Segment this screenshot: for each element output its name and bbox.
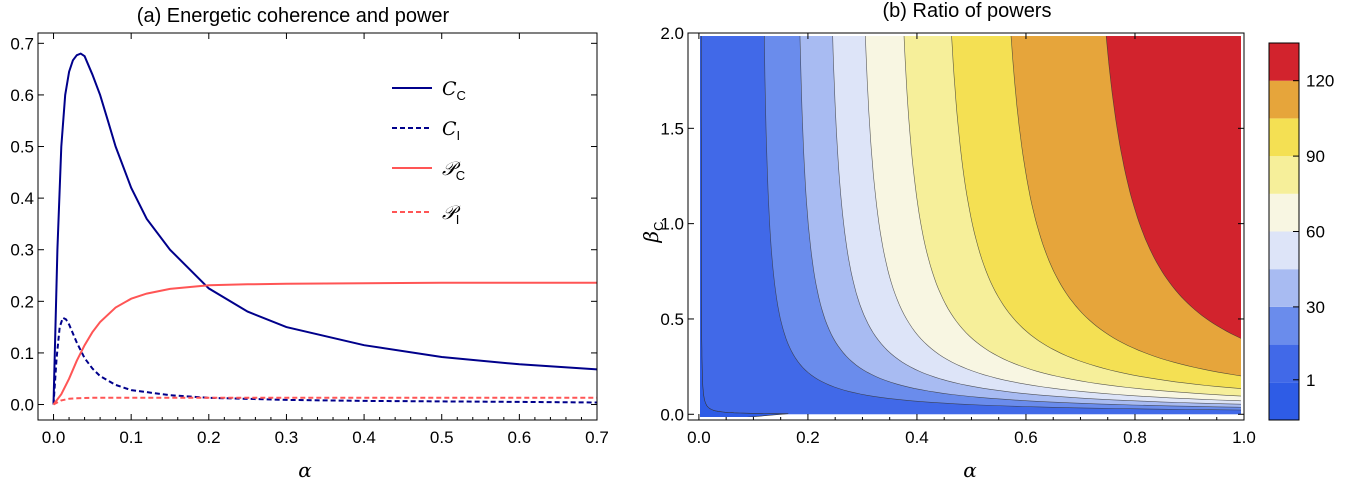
y-tick-label: 0.5 bbox=[10, 138, 34, 157]
x-tick-label: 1.0 bbox=[1232, 428, 1256, 447]
legend-label: 𝒫I bbox=[442, 202, 461, 227]
colorbar-label: 60 bbox=[1306, 223, 1325, 242]
panel-b-x-label: α bbox=[963, 458, 977, 482]
colorbar-label: 90 bbox=[1306, 147, 1325, 166]
y-tick-label: 0.5 bbox=[660, 310, 684, 329]
colorbar-band bbox=[1269, 80, 1299, 119]
panel-b-y-label: βC bbox=[639, 222, 666, 244]
panel-a-line-chart: (a) Energetic coherence and power 0.0 0.1… bbox=[10, 5, 608, 482]
colorbar-label: 1 bbox=[1306, 371, 1315, 390]
x-tick-label: 0.2 bbox=[197, 428, 221, 447]
panel-b-colorbar: 1 30 60 90 120 bbox=[1268, 42, 1334, 421]
series-line-c-c bbox=[52, 52, 598, 405]
x-tick-label: 0.4 bbox=[905, 428, 929, 447]
y-tick-label: 0.0 bbox=[10, 396, 34, 415]
x-tick-label: 0.0 bbox=[687, 428, 711, 447]
legend-label: 𝒫C bbox=[442, 158, 465, 183]
colorbar-label: 30 bbox=[1306, 298, 1325, 317]
panel-a-plot-area bbox=[52, 52, 598, 406]
panel-b-plot-area bbox=[700, 36, 1241, 417]
contour-line bbox=[951, 36, 1241, 389]
y-tick-label: 0.4 bbox=[10, 189, 34, 208]
y-tick-label: 0.0 bbox=[660, 405, 684, 424]
x-tick-label: 0.6 bbox=[1014, 428, 1038, 447]
y-tick-label: 0.7 bbox=[10, 34, 34, 53]
colorbar-band bbox=[1269, 382, 1299, 420]
colorbar-band bbox=[1269, 156, 1299, 194]
y-tick-label: 1.0 bbox=[660, 215, 684, 234]
contour-band-lowest bbox=[700, 36, 789, 417]
legend-label: CI bbox=[442, 118, 460, 143]
y-tick-label: 0.6 bbox=[10, 86, 34, 105]
x-tick-label: 0.6 bbox=[508, 428, 532, 447]
series-line-p-i bbox=[53, 396, 597, 406]
panel-b-title: (b) Ratio of powers bbox=[883, 0, 1052, 22]
panel-b-y-ticks: 0.0 0.5 1.0 1.5 2.0 bbox=[660, 24, 1244, 424]
panel-b-x-ticks: 0.0 0.2 0.4 0.6 0.8 1.0 bbox=[687, 33, 1256, 447]
panel-a-frame bbox=[37, 32, 598, 421]
colorbar-band bbox=[1269, 306, 1299, 345]
contour-band bbox=[1106, 36, 1241, 339]
contour-line bbox=[1010, 36, 1241, 377]
x-tick-label: 0.7 bbox=[585, 428, 609, 447]
panel-a-x-label: α bbox=[298, 458, 312, 482]
colorbar-band bbox=[1269, 43, 1299, 81]
contour-line bbox=[832, 36, 1241, 405]
y-tick-label: 0.1 bbox=[10, 344, 34, 363]
panel-a-y-ticks: 0.0 0.1 0.2 0.3 0.4 0.5 0.6 0.7 bbox=[10, 34, 597, 415]
x-tick-label: 0.5 bbox=[430, 428, 454, 447]
x-tick-label: 0.4 bbox=[352, 428, 376, 447]
contour-line bbox=[865, 36, 1241, 402]
colorbar-band bbox=[1269, 269, 1299, 307]
contour-line bbox=[764, 36, 1241, 411]
panel-b-frame bbox=[687, 32, 1245, 421]
series-line-p-c bbox=[52, 281, 597, 406]
colorbar-band bbox=[1269, 231, 1299, 270]
colorbar-band bbox=[1269, 344, 1299, 383]
panel-a-x-ticks: 0.0 0.1 0.2 0.3 0.4 0.5 0.6 0.7 bbox=[42, 33, 609, 447]
x-tick-label: 0.1 bbox=[119, 428, 143, 447]
x-tick-label: 0.2 bbox=[796, 428, 820, 447]
series-line-c-i bbox=[52, 316, 598, 405]
y-tick-label: 2.0 bbox=[660, 24, 684, 43]
legend-label: CC bbox=[442, 78, 466, 103]
contour-line bbox=[903, 36, 1241, 397]
panel-b-contour-chart: (b) Ratio of powers 0.0 0.2 0.4 0.6 0.8 1.0 0… bbox=[639, 0, 1334, 482]
panel-a-legend: CC CI 𝒫C 𝒫I bbox=[392, 78, 466, 227]
x-tick-label: 0.0 bbox=[42, 428, 66, 447]
colorbar-band bbox=[1269, 118, 1299, 157]
colorbar-band bbox=[1269, 193, 1299, 232]
contour-line bbox=[1105, 36, 1241, 339]
contour-line bbox=[799, 36, 1241, 408]
y-tick-label: 1.5 bbox=[660, 119, 684, 138]
x-tick-label: 0.8 bbox=[1123, 428, 1147, 447]
colorbar-label: 120 bbox=[1306, 72, 1334, 91]
y-tick-label: 0.3 bbox=[10, 241, 34, 260]
y-tick-label: 0.2 bbox=[10, 292, 34, 311]
panel-a-title: (a) Energetic coherence and power bbox=[137, 5, 450, 27]
x-tick-label: 0.3 bbox=[275, 428, 299, 447]
